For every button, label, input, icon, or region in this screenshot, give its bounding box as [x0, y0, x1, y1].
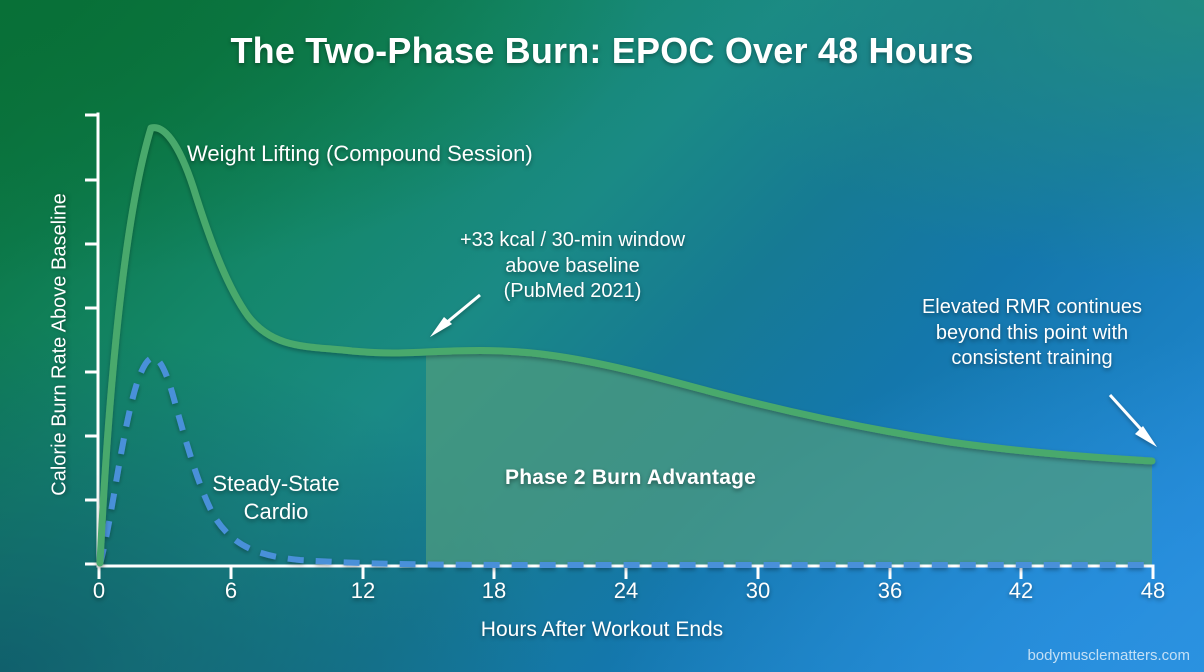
x-tick-label-1: 6 [224, 578, 238, 603]
x-tick-label-8: 48 [1140, 578, 1166, 603]
x-tick-label-0: 0 [92, 578, 106, 603]
x-tick-label-7: 42 [1008, 578, 1034, 603]
x-axis-ticks [97, 566, 1155, 579]
page-title: The Two-Phase Burn: EPOC Over 48 Hours [230, 30, 974, 71]
annotation-arrow-rmr [1108, 393, 1157, 447]
x-tick-label-5: 30 [745, 578, 771, 603]
shaded-region-label: Phase 2 Burn Advantage [505, 466, 757, 489]
watermark: bodymusclematters.com [1027, 647, 1190, 664]
x-axis-title: Hours After Workout Ends [480, 618, 724, 641]
y-axis-title: Calorie Burn Rate Above Baseline [48, 193, 71, 496]
y-axis-ticks [85, 113, 98, 566]
series-line-cardio [97, 355, 1150, 569]
x-tick-label-3: 18 [481, 578, 507, 603]
annotation-arrow-kcal [430, 293, 481, 337]
series-line-weightlifting [96, 124, 1156, 567]
x-tick-label-6: 36 [877, 578, 903, 603]
annotation-rmr-text: Elevated RMR continues beyond this point… [921, 296, 1143, 370]
x-tick-label-4: 24 [613, 578, 639, 603]
x-tick-label-2: 12 [350, 578, 376, 603]
annotation-kcal-text: +33 kcal / 30-min window above baseline … [459, 229, 686, 303]
series-label-cardio: Steady-State Cardio [212, 471, 340, 525]
series-label-weightlifting: Weight Lifting (Compound Session) [187, 141, 533, 166]
phase2-shaded-region [426, 350, 1152, 565]
